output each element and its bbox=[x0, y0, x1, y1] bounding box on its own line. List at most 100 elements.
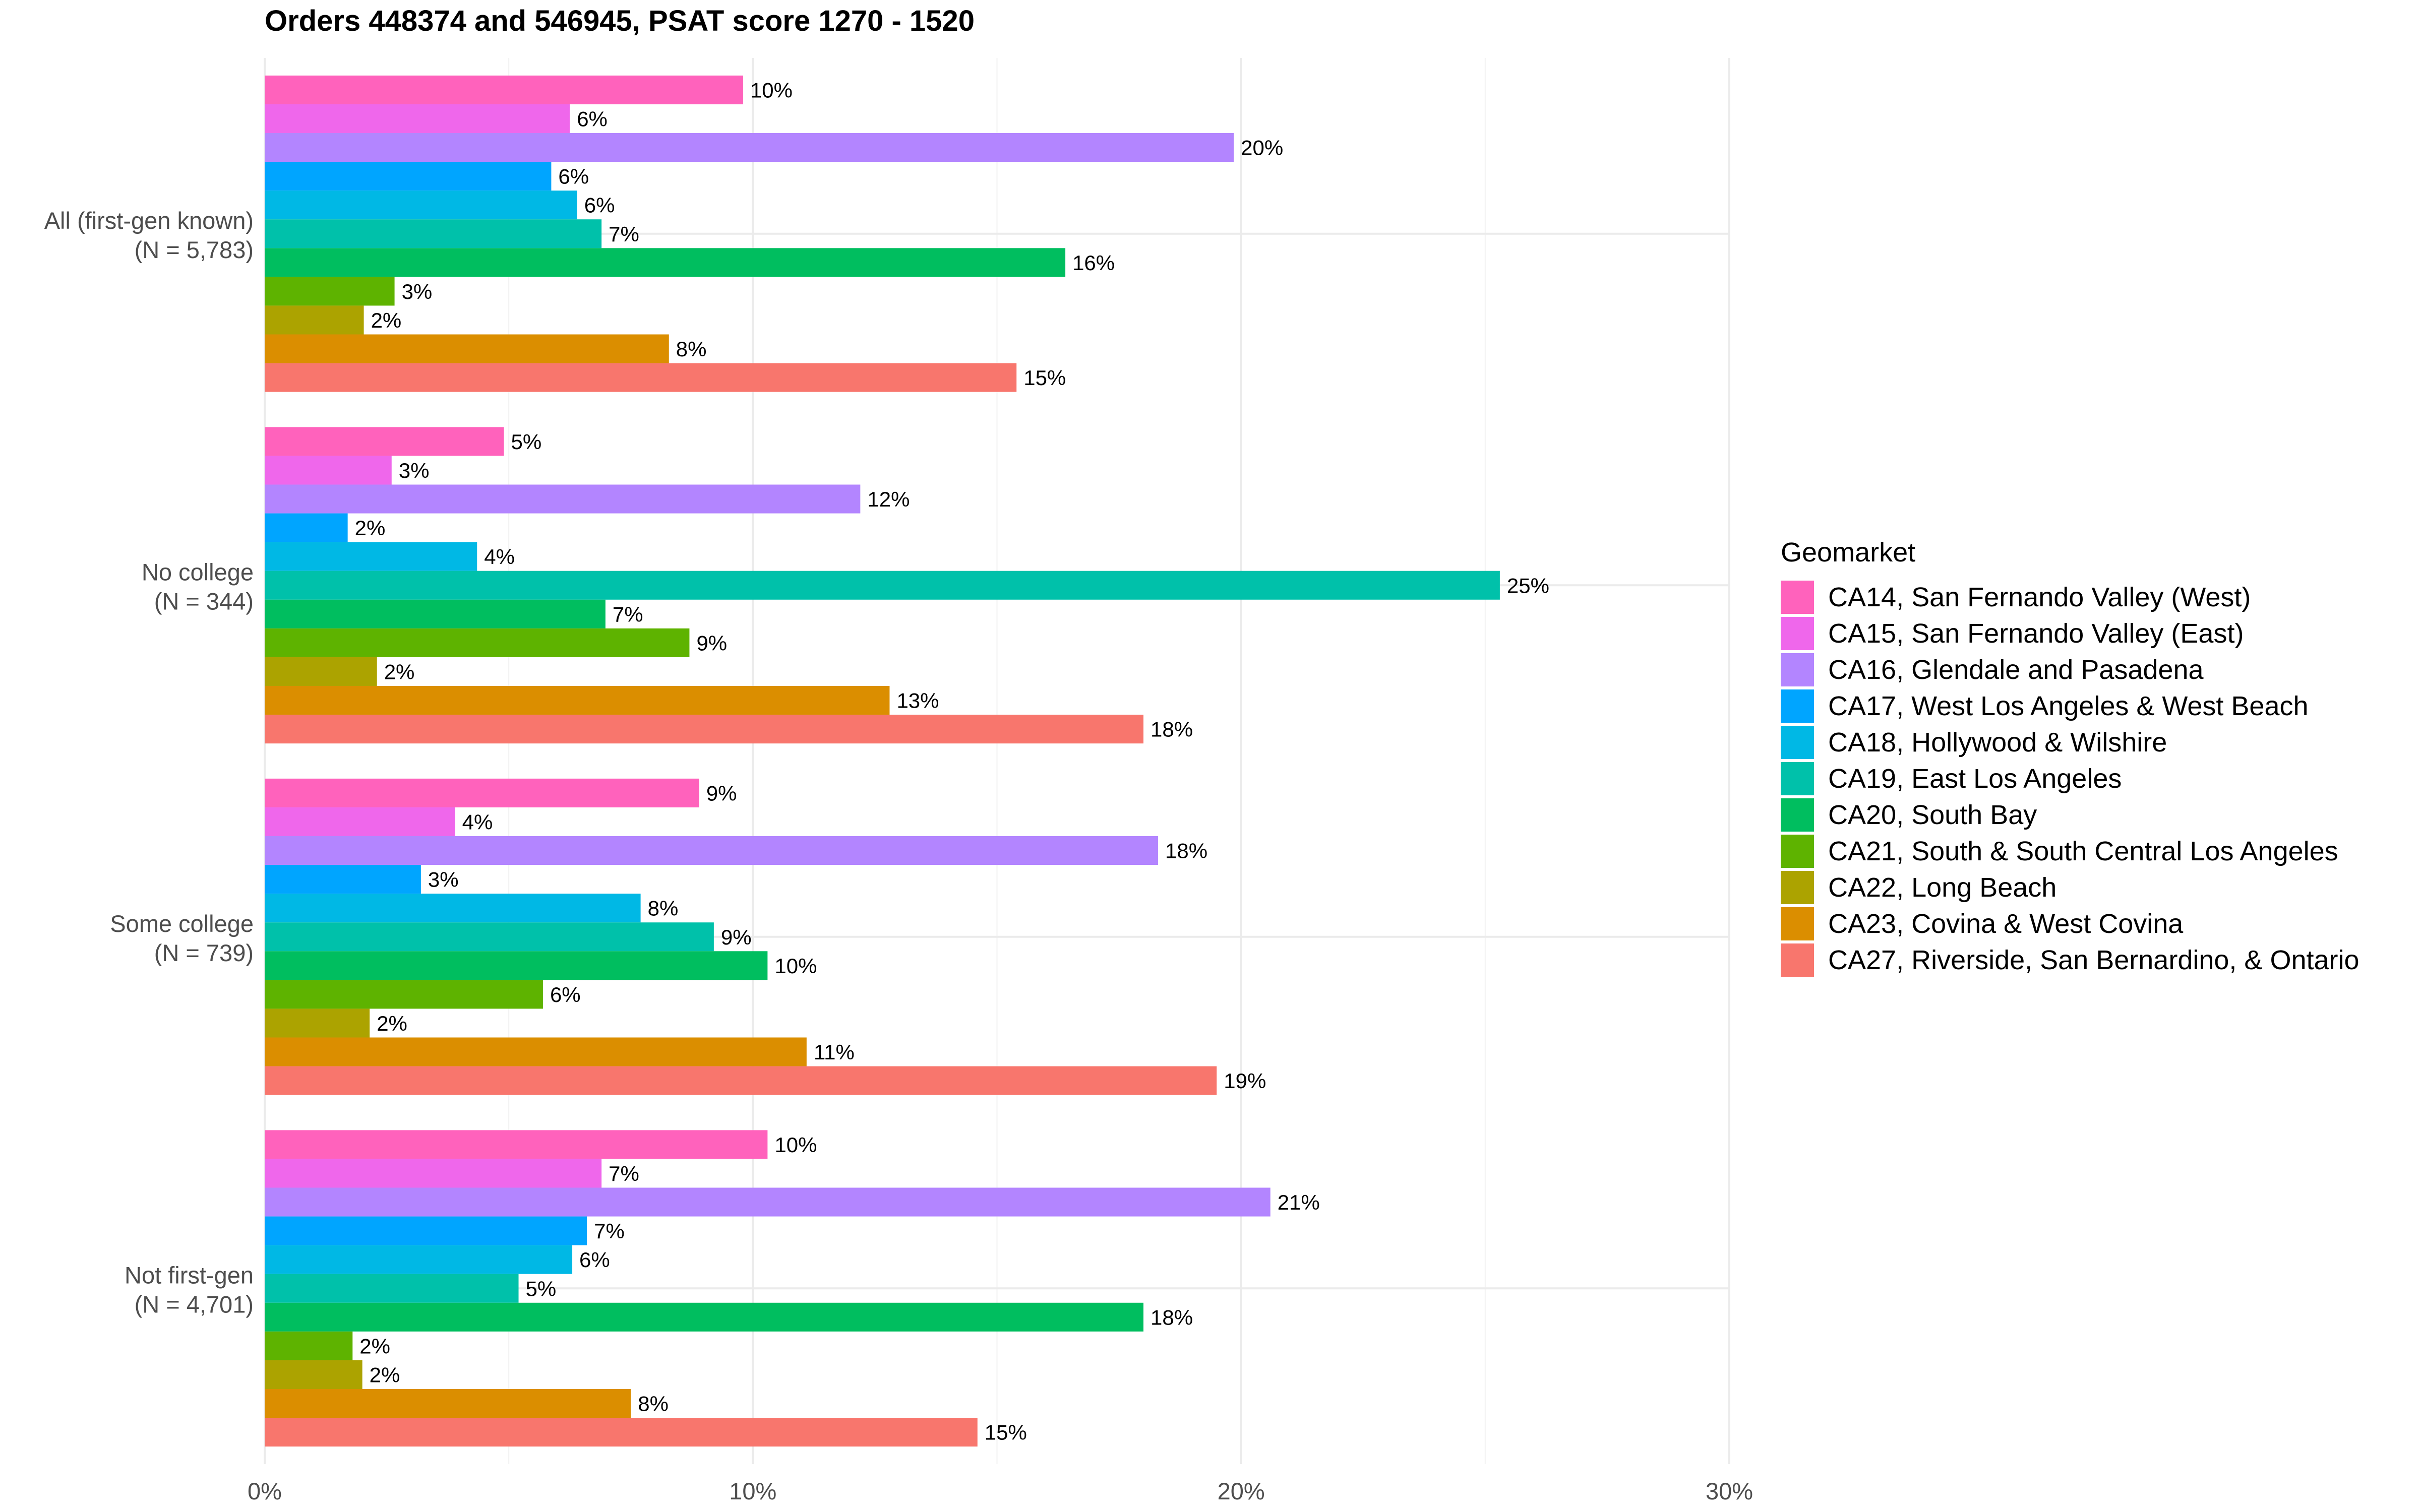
bar bbox=[265, 427, 504, 456]
legend-label: CA16, Glendale and Pasadena bbox=[1828, 655, 2204, 685]
data-label: 4% bbox=[462, 810, 493, 834]
legend-label: CA21, South & South Central Los Angeles bbox=[1828, 836, 2338, 866]
legend-swatch bbox=[1781, 726, 1814, 759]
data-label: 11% bbox=[814, 1040, 855, 1064]
bar bbox=[265, 571, 1500, 600]
legend: Geomarket CA14, San Fernando Valley (Wes… bbox=[1781, 537, 2360, 978]
data-label: 15% bbox=[1023, 366, 1066, 390]
data-label: 10% bbox=[774, 1133, 817, 1157]
data-label: 9% bbox=[721, 925, 752, 949]
data-label: 2% bbox=[384, 660, 415, 683]
bar bbox=[265, 484, 861, 514]
bar bbox=[265, 219, 602, 248]
bar bbox=[265, 778, 699, 807]
bar bbox=[265, 922, 714, 952]
data-label: 13% bbox=[896, 689, 939, 713]
data-label: 12% bbox=[867, 487, 910, 511]
legend-item: CA23, Covina & West Covina bbox=[1781, 906, 2360, 942]
chart-title: Orders 448374 and 546945, PSAT score 127… bbox=[265, 5, 975, 37]
legend-label: CA18, Hollywood & Wilshire bbox=[1828, 727, 2167, 758]
x-tick-label: 0% bbox=[248, 1478, 282, 1504]
data-label: 20% bbox=[1241, 136, 1283, 160]
bar bbox=[265, 104, 570, 134]
bar bbox=[265, 363, 1017, 392]
legend-swatch bbox=[1781, 835, 1814, 868]
legend-swatch bbox=[1781, 943, 1814, 977]
bar bbox=[265, 951, 768, 980]
bar bbox=[265, 456, 392, 485]
bar bbox=[265, 1159, 602, 1188]
x-tick-label: 30% bbox=[1706, 1478, 1753, 1504]
bar bbox=[265, 191, 577, 220]
data-label: 18% bbox=[1151, 1305, 1193, 1329]
bar bbox=[265, 865, 421, 894]
x-tick-label: 20% bbox=[1218, 1478, 1265, 1504]
data-label: 7% bbox=[594, 1219, 625, 1243]
bar bbox=[265, 1130, 768, 1159]
data-label: 9% bbox=[706, 781, 737, 805]
legend-swatch bbox=[1781, 871, 1814, 904]
bar bbox=[265, 277, 395, 306]
data-label: 3% bbox=[399, 459, 430, 482]
data-label: 5% bbox=[526, 1277, 557, 1300]
bar bbox=[265, 715, 1143, 744]
data-label: 6% bbox=[550, 983, 581, 1006]
data-label: 18% bbox=[1165, 839, 1207, 863]
legend-label: CA14, San Fernando Valley (West) bbox=[1828, 582, 2251, 612]
data-label: 7% bbox=[609, 1162, 639, 1185]
data-label: 10% bbox=[774, 954, 817, 978]
bar bbox=[265, 1331, 353, 1360]
data-label: 8% bbox=[638, 1392, 669, 1416]
legend-label: CA22, Long Beach bbox=[1828, 872, 2057, 903]
legend-title: Geomarket bbox=[1781, 537, 1916, 568]
category-count-label: (N = 5,783) bbox=[135, 236, 254, 263]
legend-label: CA17, West Los Angeles & West Beach bbox=[1828, 691, 2309, 721]
bar bbox=[265, 628, 690, 657]
data-label: 7% bbox=[609, 222, 639, 246]
data-label: 2% bbox=[377, 1012, 407, 1035]
bar bbox=[265, 894, 641, 923]
data-label: 8% bbox=[648, 897, 679, 920]
legend-item: CA14, San Fernando Valley (West) bbox=[1781, 579, 2360, 615]
bar bbox=[265, 1245, 573, 1274]
category-count-label: (N = 739) bbox=[154, 939, 254, 966]
bar bbox=[265, 334, 669, 363]
bar bbox=[265, 657, 377, 686]
bar bbox=[265, 980, 543, 1009]
data-label: 5% bbox=[511, 430, 541, 454]
legend-label: CA27, Riverside, San Bernardino, & Ontar… bbox=[1828, 945, 2360, 975]
legend-item: CA16, Glendale and Pasadena bbox=[1781, 652, 2360, 688]
legend-swatch bbox=[1781, 762, 1814, 795]
data-label: 25% bbox=[1507, 574, 1549, 597]
data-label: 18% bbox=[1151, 718, 1193, 741]
category-count-label: (N = 344) bbox=[154, 588, 254, 614]
data-label: 2% bbox=[370, 1363, 400, 1387]
category-label: Some college bbox=[110, 910, 254, 937]
legend-swatch bbox=[1781, 653, 1814, 686]
legend-items: CA14, San Fernando Valley (West) CA15, Sa… bbox=[1781, 579, 2360, 978]
bar bbox=[265, 513, 348, 542]
bar bbox=[265, 248, 1066, 277]
data-label: 3% bbox=[402, 280, 433, 303]
bar bbox=[265, 836, 1159, 865]
data-label: 2% bbox=[371, 308, 402, 332]
bar bbox=[265, 75, 743, 104]
bar bbox=[265, 1216, 587, 1245]
bar bbox=[265, 599, 606, 628]
legend-item: CA17, West Los Angeles & West Beach bbox=[1781, 688, 2360, 724]
data-label: 15% bbox=[985, 1421, 1027, 1444]
bar bbox=[265, 1037, 807, 1066]
bar bbox=[265, 1389, 631, 1418]
legend-swatch bbox=[1781, 798, 1814, 832]
bar bbox=[265, 1066, 1217, 1095]
bar bbox=[265, 1360, 362, 1389]
bar bbox=[265, 1187, 1270, 1217]
bar bbox=[265, 807, 455, 837]
data-label: 7% bbox=[613, 602, 643, 626]
legend-label: CA19, East Los Angeles bbox=[1828, 764, 2122, 794]
data-label: 3% bbox=[428, 868, 459, 892]
category-label: No college bbox=[142, 558, 254, 585]
legend-label: CA15, San Fernando Valley (East) bbox=[1828, 618, 2244, 649]
legend-label: CA20, South Bay bbox=[1828, 800, 2037, 830]
